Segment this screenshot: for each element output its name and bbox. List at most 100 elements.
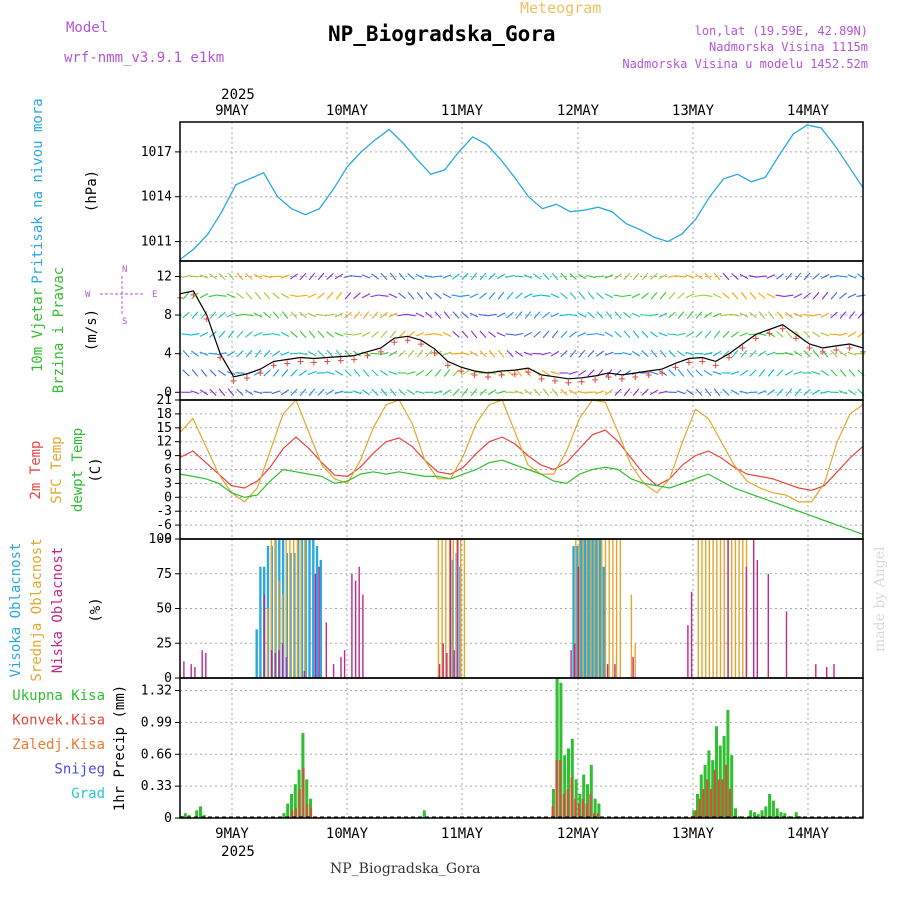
wind-barb <box>425 350 433 358</box>
wind-barb <box>299 311 307 319</box>
cloud-bar <box>574 643 576 679</box>
wind-barb <box>334 273 344 280</box>
wind-barb <box>181 333 191 336</box>
wind-barb <box>290 388 298 396</box>
wind-barb <box>758 292 766 300</box>
gust-mark <box>377 348 384 355</box>
wind-barb <box>551 272 559 281</box>
y-tick-label: 0 <box>164 811 172 826</box>
precip-bar <box>775 808 779 818</box>
elevation: Nadmorska Visina 1115m <box>709 40 868 54</box>
wind-barb <box>272 311 280 319</box>
wind-barb <box>353 350 361 357</box>
cloud-bar <box>452 539 454 678</box>
cloud-bar <box>716 539 718 678</box>
precip-bar <box>559 760 562 818</box>
cloud-bar <box>606 664 609 678</box>
wind-barb <box>452 388 460 396</box>
wind-barb <box>793 293 803 299</box>
wind-barb <box>739 370 749 376</box>
wind-barb <box>839 369 847 377</box>
gust-mark <box>551 377 558 384</box>
wind-barb <box>217 352 227 356</box>
wind-barb <box>362 369 370 377</box>
wind-barb <box>784 370 794 376</box>
wind-barb <box>326 273 334 280</box>
model-label: Model <box>66 20 109 36</box>
temp-line <box>179 429 864 492</box>
wind-barb <box>641 292 649 300</box>
wind-barb <box>389 388 397 397</box>
wind-barb <box>496 390 506 395</box>
wind-barb <box>253 390 263 395</box>
precip-bar <box>305 779 309 818</box>
gust-mark <box>270 362 277 369</box>
wind-barb <box>424 274 434 279</box>
wind-barb <box>739 390 749 394</box>
precip-bar <box>293 784 297 818</box>
wind-barb <box>388 350 398 357</box>
wind-barb <box>398 350 406 358</box>
wind-barb <box>731 292 739 300</box>
wind-barb <box>766 331 776 338</box>
wind-barb <box>569 273 577 280</box>
wind-barb <box>209 273 217 280</box>
cloud-bar <box>580 539 583 678</box>
cloud-bar <box>304 539 307 678</box>
precip-bar <box>779 812 783 818</box>
cloud-bar <box>705 539 707 678</box>
wind-barb <box>434 311 442 319</box>
wind-barb <box>244 389 254 396</box>
ylabel-high-cloud: Visoka Oblacnost <box>8 543 24 678</box>
wind-barb <box>236 330 244 339</box>
y-tick-label: 50 <box>156 602 172 617</box>
wind-barb <box>361 331 371 337</box>
wind-barb <box>739 332 749 337</box>
y-tick-label: 1014 <box>141 190 172 205</box>
precip-legend-item: Konvek.Kisa <box>12 713 105 729</box>
wind-barb <box>344 291 352 300</box>
gust-mark <box>672 364 679 371</box>
wind-barb <box>713 388 721 397</box>
wind-barb <box>424 333 434 336</box>
wind-barb <box>659 291 667 300</box>
bottom-year-label: 2025 <box>221 844 255 860</box>
precip-bar <box>702 789 705 818</box>
wind-barb <box>451 352 461 355</box>
cloud-bar <box>708 539 711 678</box>
wind-barb <box>560 350 568 358</box>
wind-barb <box>442 293 452 299</box>
wind-barb <box>262 274 272 279</box>
wind-barb <box>290 330 298 338</box>
wind-barb <box>803 350 811 358</box>
gust-mark <box>726 354 733 361</box>
wind-barb <box>749 350 757 358</box>
cloud-bar <box>593 539 595 678</box>
wind-barb <box>793 312 803 318</box>
gust-mark <box>592 376 599 383</box>
wind-barb <box>479 388 487 396</box>
wind-barb <box>380 311 388 319</box>
cloud-bar <box>340 657 342 678</box>
wind-barb <box>325 389 335 396</box>
wind-barb <box>497 291 505 300</box>
precip-bar <box>713 769 716 818</box>
precip-bar <box>783 813 787 818</box>
precip-bar <box>737 816 741 818</box>
cloud-bar <box>576 546 579 678</box>
wind-barb <box>236 292 244 299</box>
precip-bar <box>555 678 559 818</box>
wind-barb <box>695 388 703 396</box>
wind-barb <box>550 371 560 375</box>
precip-bar <box>567 748 570 818</box>
cloud-bar <box>727 539 729 678</box>
cloud-bar <box>304 539 306 678</box>
wind-barb <box>578 291 586 300</box>
wind-barb <box>523 331 533 338</box>
wind-barb <box>506 311 514 319</box>
cloud-bar <box>785 611 788 678</box>
wind-barb <box>326 331 334 338</box>
wind-barb <box>550 293 560 299</box>
wind-barb <box>253 332 263 337</box>
